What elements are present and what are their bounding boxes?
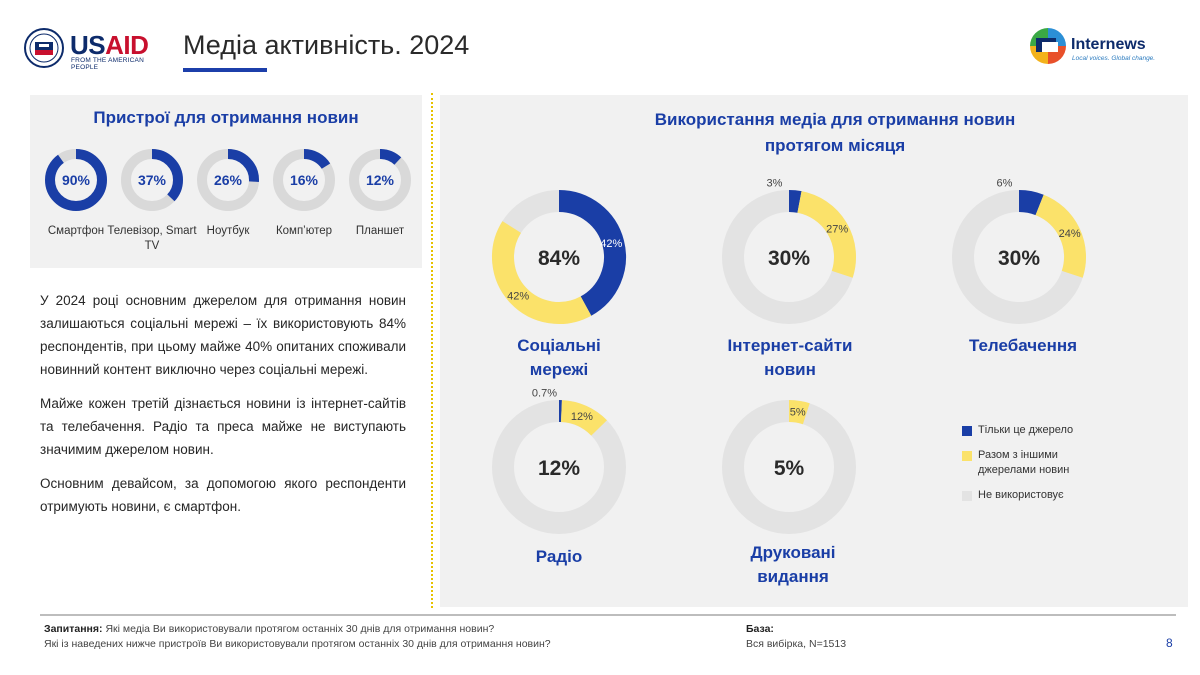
device-donut: 12% <box>349 149 411 211</box>
media-title: Використання медіа для отримання новин п… <box>340 107 1200 159</box>
device-label: Телевізор, Smart TV <box>107 225 197 252</box>
device-laptop: 26% Ноутбук <box>190 148 266 239</box>
base-label: База: <box>746 623 774 635</box>
media-title-text: Використання медіа для отримання новин п… <box>654 110 1016 155</box>
usaid-logo: USAID FROM THE AMERICAN PEOPLE <box>24 24 164 71</box>
media-label-print: Друковані видання <box>693 541 893 589</box>
device-donut-arc <box>273 149 335 211</box>
media-label-tv: Телебачення <box>968 336 1078 355</box>
internews-logo: Internews Local voices. Global change. <box>1028 26 1178 66</box>
device-donut-arc <box>349 149 411 211</box>
device-value: 90% <box>62 172 91 188</box>
summary-paragraph-1: У 2024 році основним джерелом для отрима… <box>40 293 406 377</box>
legend-swatch <box>962 426 972 436</box>
usaid-tagline: FROM THE AMERICAN PEOPLE <box>71 57 144 71</box>
internews-tagline: Local voices. Global change. <box>1072 55 1156 62</box>
media-legend: Тільки це джерело Разом з іншими джерела… <box>962 423 1112 513</box>
device-donut-arc <box>45 149 107 211</box>
footer-base: База: Вся вибірка, N=1513 <box>746 622 846 652</box>
device-value: 26% <box>214 172 243 188</box>
device-donut-arc <box>197 149 259 211</box>
device-tablet: 12% Планшет <box>342 148 418 239</box>
devices-panel: Пристрої для отримання новин 90% Смартфо… <box>30 95 422 268</box>
media-label-websites: Інтернет-сайти новин <box>690 334 890 382</box>
media-label-text: Інтернет-сайти новин <box>727 336 853 379</box>
summary-text: У 2024 році основним джерелом для отрима… <box>40 289 406 529</box>
vertical-divider <box>431 93 433 608</box>
legend-swatch <box>962 491 972 501</box>
media-label-social: Соціальні мережі <box>459 334 659 382</box>
legend-item-not-used: Не використовує <box>962 488 1112 503</box>
footer-questions: Запитання: Які медіа Ви використовували … <box>44 622 551 652</box>
usaid-seal-icon <box>24 28 64 68</box>
question-label: Запитання: <box>44 623 103 635</box>
device-value: 37% <box>138 172 167 188</box>
device-tv: 37% Телевізор, Smart TV <box>107 148 197 254</box>
internews-wordmark: Internews <box>1071 36 1146 53</box>
base-text: Вся вибірка, N=1513 <box>746 638 847 650</box>
device-donut: 37% <box>121 149 183 211</box>
device-computer: 16% Комп’ютер <box>266 148 342 239</box>
device-smartphone: 90% Смартфон <box>38 148 114 239</box>
usaid-wordmark: USAID <box>70 30 149 60</box>
summary-paragraph-3: Основним девайсом, за допомогою якого ре… <box>40 476 406 514</box>
page-title: Медіа активність. 2024 <box>183 30 470 60</box>
device-donut: 16% <box>273 149 335 211</box>
media-label-text: Соціальні мережі <box>517 336 601 379</box>
title-underline <box>183 68 267 72</box>
device-label: Планшет <box>355 225 405 237</box>
device-donut-arc <box>121 149 183 211</box>
device-label: Смартфон <box>47 225 105 237</box>
media-label-radio: Радіо <box>535 547 583 566</box>
summary-paragraph-2: Майже кожен третій дізнається новини із … <box>40 396 406 457</box>
device-value: 16% <box>290 172 319 188</box>
question-1: Які медіа Ви використовували протягом ос… <box>105 623 495 635</box>
legend-label: Тільки це джерело <box>978 424 1074 436</box>
device-label: Ноутбук <box>206 225 250 237</box>
internews-mark-icon <box>1030 28 1066 64</box>
legend-label: Не використовує <box>978 489 1064 501</box>
device-donut: 26% <box>197 149 259 211</box>
legend-label: Разом з іншими джерелами новин <box>978 449 1070 476</box>
device-label: Комп’ютер <box>275 225 333 237</box>
legend-item-only: Тільки це джерело <box>962 423 1112 438</box>
legend-swatch <box>962 451 972 461</box>
page-number: 8 <box>1166 636 1173 650</box>
device-value: 12% <box>366 172 395 188</box>
media-label-text: Друковані видання <box>750 543 836 586</box>
device-donut: 90% <box>45 149 107 211</box>
legend-item-with-others: Разом з іншими джерелами новин <box>962 448 1112 478</box>
question-2: Які із наведених нижче пристроїв Ви вико… <box>44 638 551 650</box>
footer-rule <box>40 614 1176 616</box>
devices-title: Пристрої для отримання новин <box>93 108 359 127</box>
